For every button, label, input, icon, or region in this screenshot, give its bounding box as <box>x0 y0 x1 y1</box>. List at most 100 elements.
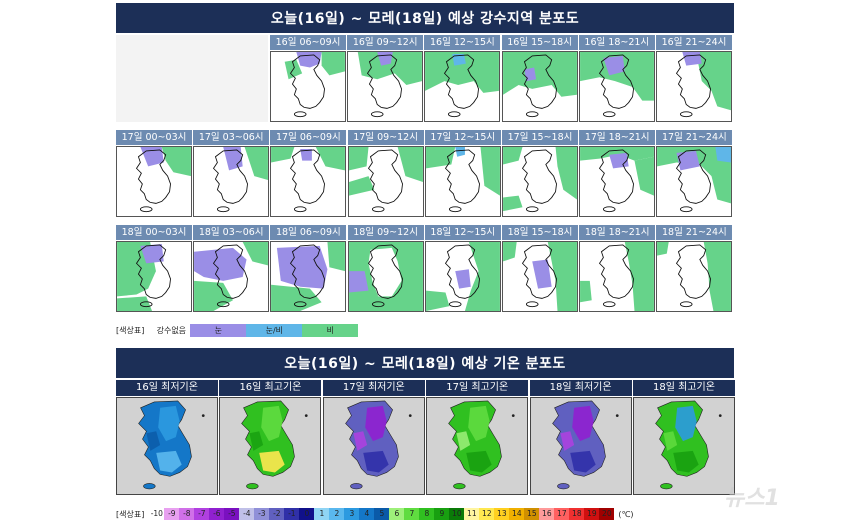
temp-zone <box>364 405 387 442</box>
temp-legend-step: 14 <box>509 508 525 520</box>
temp-map-cell: 16일 최저기온 <box>116 380 218 495</box>
temp-map-cell: 17일 최고기온 <box>426 380 529 495</box>
temp-legend-steps: -10 -9 -8 -7 -6 -5 -4 -3 -2 -1 0 1 2 3 4 5 6 7 8 9 10 11 12 13 1… <box>149 508 615 520</box>
precip-area <box>704 242 732 311</box>
precip-map-time-label: 17일 15~18시 <box>502 130 578 145</box>
precip-map-cell: 18일 21~24시 <box>656 225 733 312</box>
temp-legend-step: 19 <box>584 508 600 520</box>
precip-area <box>455 269 471 289</box>
temp-legend-step: -9 <box>164 508 180 520</box>
precip-map-cell: 17일 21~24시 <box>656 130 733 217</box>
precip-map-cell: 16일 15~18시 <box>501 35 578 122</box>
precip-map <box>116 241 192 312</box>
precip-map-time-label: 18일 00~03시 <box>116 225 192 240</box>
temp-legend-step: -2 <box>269 508 285 520</box>
temp-legend-step: -6 <box>209 508 225 520</box>
temp-map-label: 16일 최고기온 <box>219 380 322 396</box>
precip-area <box>271 284 322 311</box>
precip-area <box>503 242 517 262</box>
precip-map <box>656 146 733 217</box>
temp-legend-step: -3 <box>254 508 270 520</box>
precip-map-cell: 16일 12~15시 <box>424 35 501 122</box>
precip-map <box>347 241 424 312</box>
temp-legend-step: 11 <box>464 508 480 520</box>
temp-legend-step: -10 <box>149 508 165 520</box>
precip-area <box>547 242 577 311</box>
precip-map-cell: 18일 12~15시 <box>424 225 501 312</box>
precip-map-time-label: 16일 18~21시 <box>578 35 655 50</box>
precip-map-cell: 17일 18~21시 <box>579 130 656 217</box>
temp-map-label: 18일 최고기온 <box>633 380 735 396</box>
precip-area <box>277 245 328 289</box>
precip-map-cell: 17일 12~15시 <box>424 130 501 217</box>
temp-legend-step: -1 <box>284 508 300 520</box>
jeju-island <box>246 483 259 490</box>
temp-zone <box>663 431 678 451</box>
temp-map <box>322 397 425 495</box>
korea-coastline <box>444 54 480 109</box>
precip-map-cell: 18일 09~12시 <box>347 225 424 312</box>
jeju-coastline <box>448 301 462 308</box>
precip-area <box>397 147 423 182</box>
precip-area <box>715 147 732 163</box>
jeju-island <box>349 483 363 490</box>
precip-area <box>532 259 552 289</box>
precip-map-time-label: 17일 21~24시 <box>656 130 733 145</box>
precip-area <box>657 147 732 204</box>
temp-legend-step: 2 <box>329 508 345 520</box>
temp-zone <box>673 450 699 473</box>
temp-legend-step: 18 <box>569 508 585 520</box>
temp-legend-step: 10 <box>449 508 465 520</box>
precip-legend-swatch: 비 <box>302 323 359 337</box>
precip-map <box>579 146 656 217</box>
temp-zone <box>261 405 284 442</box>
precip-area <box>682 52 702 66</box>
ulleung-island <box>305 414 309 418</box>
precip-map-time-label: 18일 18~21시 <box>579 225 656 240</box>
temp-section-title: 오늘(16일) ~ 모레(18일) 예상 기온 분포도 <box>116 348 734 378</box>
temp-zone <box>466 450 492 473</box>
temp-legend-label: [색상표] <box>116 509 145 519</box>
temp-legend-step: 1 <box>314 508 330 520</box>
precip-map-time-label: 17일 06~09시 <box>270 130 347 145</box>
precip-area <box>580 147 655 161</box>
precip-legend-label: [색상표] <box>116 325 145 335</box>
temp-zone <box>353 431 367 451</box>
precip-area <box>695 52 731 111</box>
precip-area <box>634 156 655 196</box>
precip-map-time-label: 17일 18~21시 <box>579 130 656 145</box>
precip-area <box>676 150 701 171</box>
precip-area <box>242 242 269 266</box>
korea-coastline <box>290 149 326 204</box>
precip-map <box>656 241 733 312</box>
temp-legend-step: 16 <box>539 508 555 520</box>
precip-area <box>271 147 295 163</box>
temp-map <box>529 397 632 495</box>
precip-area <box>425 290 450 311</box>
precip-area <box>524 67 536 82</box>
temp-legend-unit: (℃) <box>618 509 634 519</box>
precip-area <box>624 242 655 311</box>
jeju-island <box>556 483 570 490</box>
precip-area <box>161 147 191 177</box>
jeju-coastline <box>525 301 539 308</box>
temp-legend-step: 12 <box>479 508 495 520</box>
temp-legend-step: 6 <box>389 508 405 520</box>
jeju-coastline <box>139 206 153 213</box>
jeju-island <box>143 483 156 490</box>
precip-area <box>555 147 577 200</box>
temp-zone <box>249 431 264 451</box>
precip-area <box>579 52 654 101</box>
precip-map-cell: 18일 03~06시 <box>193 225 270 312</box>
temp-map-label: 17일 최고기온 <box>426 380 529 396</box>
precip-map-cell: 16일 09~12시 <box>347 35 424 122</box>
precip-map <box>579 241 656 312</box>
temp-zone <box>158 405 180 442</box>
temp-map-cell: 18일 최고기온 <box>633 380 735 495</box>
korea-coastline <box>598 54 634 109</box>
korea-coastline <box>521 54 557 109</box>
temp-legend-step: 3 <box>344 508 360 520</box>
korea-coastline <box>367 149 403 204</box>
precip-area <box>316 147 346 171</box>
temp-zone <box>468 405 490 442</box>
